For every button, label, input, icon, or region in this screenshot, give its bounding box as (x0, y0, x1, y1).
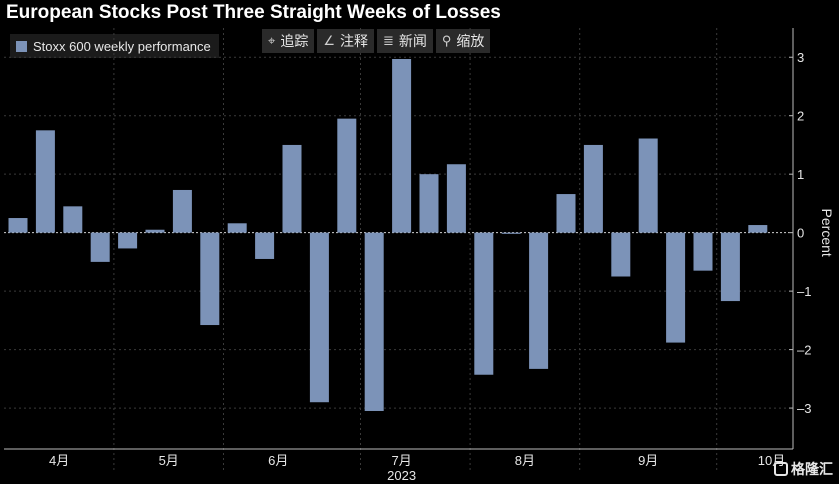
x-tick-label: 4月 (49, 453, 69, 468)
news-icon: ≣ (382, 33, 394, 48)
bar (748, 225, 768, 233)
bar (583, 144, 603, 233)
bar (611, 232, 631, 277)
news-button[interactable]: ≣ 新闻 (376, 29, 433, 53)
crosshair-icon: ⌖ (268, 33, 276, 48)
bar (474, 232, 494, 375)
bar (392, 58, 412, 233)
x-tick-label: 7月 (391, 453, 411, 468)
legend-label: Stoxx 600 weekly performance (33, 38, 211, 54)
bar (227, 223, 247, 233)
pen-icon: ∠ (323, 33, 335, 48)
bar (446, 164, 466, 233)
track-button[interactable]: ⌖ 追踪 (262, 29, 315, 53)
y-tick-label: 0 (797, 226, 804, 241)
x-tick-label: 9月 (638, 453, 658, 468)
bar (118, 232, 138, 249)
chart-toolbar: ⌖ 追踪 ∠ 注释 ≣ 新闻 ⚲ 缩放 (262, 29, 491, 53)
legend-swatch (16, 40, 27, 52)
bar (172, 189, 192, 233)
x-tick-label: 5月 (159, 453, 179, 468)
y-axis-label: Percent (819, 209, 835, 257)
bar (200, 232, 220, 326)
watermark-text: 格隆汇 (791, 461, 833, 477)
x-tick-label: 8月 (515, 453, 535, 468)
y-tick-label: 3 (797, 50, 804, 65)
y-tick-label: –3 (797, 401, 811, 416)
zoom-icon: ⚲ (441, 33, 452, 48)
zoom-label: 缩放 (456, 33, 485, 49)
bar (255, 232, 275, 259)
watermark: 格隆汇 (774, 459, 833, 479)
bar (693, 232, 713, 271)
x-tick-label: 6月 (268, 453, 288, 468)
track-label: 追踪 (280, 33, 309, 49)
zoom-button[interactable]: ⚲ 缩放 (435, 29, 491, 53)
bar (63, 206, 83, 233)
bar (638, 138, 658, 233)
legend: Stoxx 600 weekly performance (10, 34, 219, 58)
bar (720, 232, 740, 302)
news-label: 新闻 (398, 33, 427, 49)
x-year-label: 2023 (387, 468, 416, 483)
bar (35, 130, 55, 233)
bar (666, 232, 686, 343)
bar (556, 194, 576, 233)
bar (364, 232, 384, 411)
bar (529, 232, 549, 369)
chart-title: European Stocks Post Three Straight Week… (6, 2, 501, 23)
bar (337, 118, 357, 233)
bar (90, 232, 110, 262)
bar (8, 218, 28, 233)
bar (419, 174, 439, 233)
bar (282, 144, 302, 233)
y-tick-label: 1 (797, 167, 804, 182)
bar (145, 229, 165, 233)
x-tick-label: 10月 (758, 453, 785, 468)
y-tick-label: –1 (797, 284, 811, 299)
bar (501, 232, 521, 234)
watermark-logo-icon (774, 462, 788, 476)
y-tick-label: 2 (797, 109, 804, 124)
bar (309, 232, 329, 403)
y-tick-label: –2 (797, 343, 811, 358)
